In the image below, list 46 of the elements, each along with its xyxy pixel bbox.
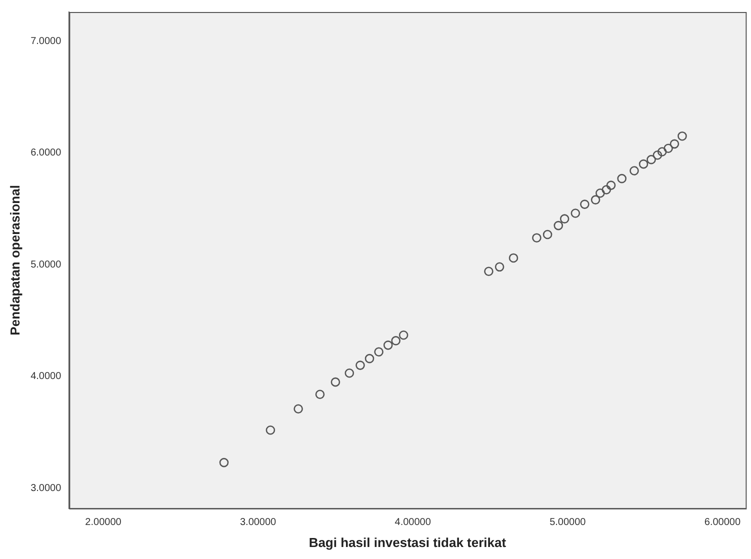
point <box>580 200 590 209</box>
point <box>554 220 564 230</box>
point <box>532 233 542 242</box>
point <box>570 208 580 218</box>
point <box>484 266 494 276</box>
x-tick-label: 4.00000 <box>394 517 432 528</box>
point <box>606 180 616 190</box>
point <box>494 262 504 272</box>
point <box>560 214 570 224</box>
y-axis-title: Pendapatan operasional <box>7 185 22 336</box>
point <box>664 144 673 154</box>
point <box>542 230 552 240</box>
x-tick-label: 2.00000 <box>85 517 122 528</box>
point <box>344 368 354 378</box>
point <box>678 131 687 141</box>
x-tick-label: 6.00000 <box>704 517 741 528</box>
point <box>657 147 667 156</box>
point <box>652 150 662 160</box>
x-tick-label: 3.00000 <box>240 517 277 528</box>
point <box>596 188 605 198</box>
y-tick-label: 5.0000 <box>30 259 62 270</box>
point <box>602 185 612 194</box>
point <box>670 139 680 149</box>
point <box>315 390 325 400</box>
point <box>646 154 656 164</box>
point <box>364 354 374 364</box>
y-tick-label: 6.0000 <box>30 148 62 159</box>
point <box>374 347 384 357</box>
y-tick-label: 4.0000 <box>30 371 62 382</box>
point <box>330 377 340 387</box>
point <box>266 425 276 435</box>
point <box>590 195 600 204</box>
point <box>294 404 303 414</box>
point <box>630 166 639 176</box>
point <box>356 360 365 370</box>
point <box>508 253 518 263</box>
y-tick-label: 3.0000 <box>30 483 62 494</box>
point <box>638 159 648 169</box>
x-tick-label: 5.00000 <box>550 517 586 528</box>
point <box>383 340 393 350</box>
y-tick-label: 7.0000 <box>30 36 62 47</box>
point <box>617 174 627 184</box>
point <box>391 336 400 346</box>
point <box>398 330 408 340</box>
x-axis-title: Bagi hasil investasi tidak terikat <box>308 534 507 550</box>
point <box>219 458 229 468</box>
